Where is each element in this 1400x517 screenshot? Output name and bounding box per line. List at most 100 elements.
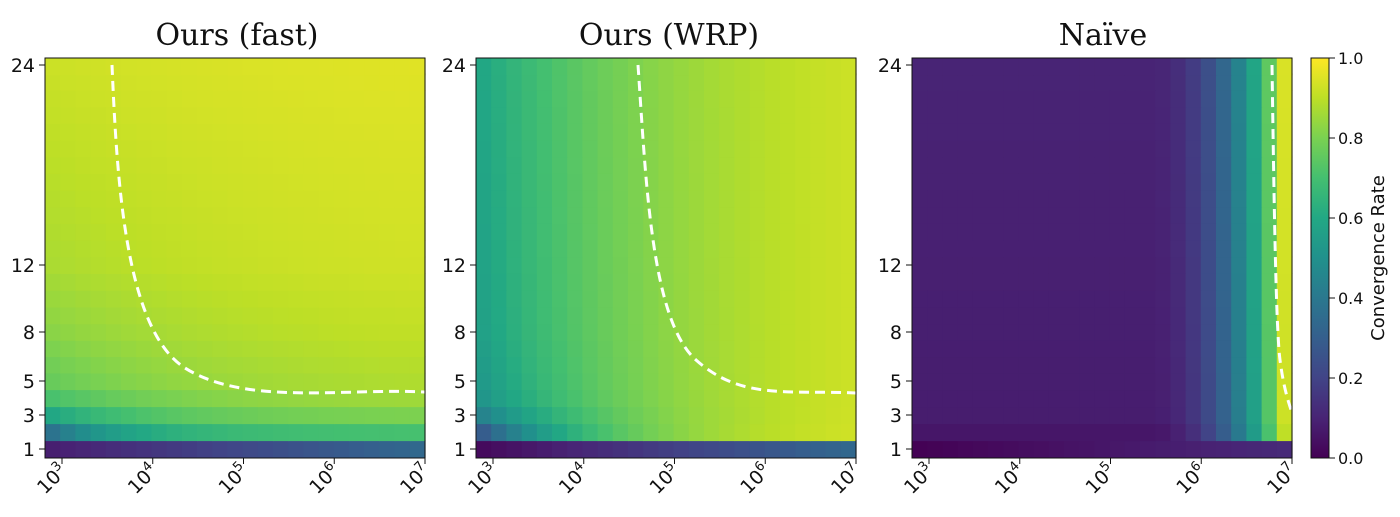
x-tick-label: 106: [735, 459, 775, 499]
heatmap-cell: [273, 340, 289, 358]
heatmap-cell: [597, 423, 614, 442]
heatmap-cell: [1064, 90, 1080, 108]
heatmap-cell: [364, 140, 380, 158]
heatmap-cell: [673, 306, 690, 325]
heatmap-cell: [764, 356, 781, 374]
heatmap-cell: [825, 173, 842, 191]
heatmap-cell: [957, 58, 974, 76]
heatmap-cell: [1048, 58, 1065, 76]
heatmap-cell: [318, 256, 335, 274]
heatmap-cell: [1200, 256, 1217, 274]
heatmap-cell: [303, 223, 320, 241]
heatmap-cell: [242, 240, 259, 258]
heatmap-cell: [364, 240, 380, 258]
heatmap-cell: [521, 356, 538, 374]
heatmap-cell: [521, 240, 538, 258]
heatmap-cell: [105, 206, 122, 224]
heatmap-cell: [333, 406, 350, 425]
heatmap-cell: [212, 223, 228, 241]
heatmap-cell: [688, 423, 705, 442]
heatmap-cell: [333, 90, 350, 108]
heatmap-cell: [90, 323, 107, 341]
heatmap-cell: [912, 406, 928, 425]
heatmap-cell: [582, 440, 599, 459]
heatmap-cell: [521, 406, 538, 425]
heatmap-cell: [1155, 423, 1171, 442]
heatmap-cell: [105, 123, 122, 141]
heatmap-cell: [734, 156, 751, 174]
heatmap-cell: [780, 340, 796, 358]
heatmap-cell: [318, 156, 335, 174]
heatmap-cell: [612, 440, 629, 459]
heatmap-cell: [942, 223, 959, 241]
heatmap-cell: [394, 240, 411, 258]
heatmap-cell: [1003, 306, 1019, 325]
heatmap-cell: [197, 256, 213, 274]
heatmap-cell: [582, 256, 599, 274]
heatmap-cell: [597, 223, 614, 241]
heatmap-cell: [257, 273, 274, 291]
heatmap-cell: [643, 190, 659, 208]
heatmap-cell: [273, 423, 289, 442]
heatmap-cell: [972, 173, 989, 191]
heatmap-cell: [912, 372, 928, 391]
heatmap-cell: [825, 106, 842, 124]
heatmap-cell: [45, 423, 61, 442]
heatmap-cell: [1246, 58, 1263, 76]
heatmap-cell: [1185, 106, 1202, 124]
heatmap-cell: [1018, 389, 1035, 408]
heatmap-cell: [257, 156, 274, 174]
heatmap-cell: [734, 323, 751, 341]
heatmap-cell: [1170, 340, 1187, 358]
heatmap-cell: [394, 389, 411, 408]
heatmap-cell: [612, 256, 629, 274]
heatmap-cell: [597, 106, 614, 124]
heatmap-cell: [409, 372, 426, 391]
heatmap-cell: [45, 323, 61, 341]
heatmap-cell: [1124, 323, 1141, 341]
heatmap-cell: [45, 256, 61, 274]
heatmap-cell: [1185, 340, 1202, 358]
heatmap-cell: [364, 190, 380, 208]
heatmap-cell: [942, 356, 959, 374]
heatmap-cell: [60, 173, 76, 191]
heatmap-cell: [567, 73, 583, 91]
heatmap-cell: [942, 440, 959, 459]
heatmap-cell: [227, 156, 244, 174]
heatmap-cell: [333, 423, 350, 442]
heatmap-cell: [912, 306, 928, 325]
heatmap-cell: [1018, 440, 1035, 459]
heatmap-cell: [409, 423, 426, 442]
heatmap-cell: [972, 256, 989, 274]
heatmap-cell: [136, 123, 152, 141]
heatmap-cell: [476, 356, 492, 374]
heatmap-cell: [1109, 372, 1126, 391]
heatmap-cell: [780, 73, 796, 91]
heatmap-cell: [409, 190, 426, 208]
heatmap-cell: [704, 73, 720, 91]
heatmap-cell: [612, 423, 629, 442]
heatmap-cell: [972, 240, 989, 258]
heatmap-cell: [333, 156, 350, 174]
heatmap-cell: [552, 240, 568, 258]
heatmap-cell: [764, 372, 781, 391]
heatmap-cell: [1140, 73, 1156, 91]
heatmap-cell: [242, 223, 259, 241]
heatmap-cell: [1033, 190, 1050, 208]
heatmap-cell: [212, 256, 228, 274]
heatmap-cell: [257, 389, 274, 408]
colorbar: 0.00.20.40.60.81.0 Convergence Rate: [1310, 49, 1389, 468]
heatmap-cell: [1094, 389, 1111, 408]
heatmap-cell: [75, 90, 92, 108]
heatmap-cell: [1231, 123, 1247, 141]
heatmap-cell: [379, 340, 396, 358]
heatmap-cell: [349, 440, 365, 459]
heatmap-cell: [257, 90, 274, 108]
heatmap-cell: [643, 372, 659, 391]
heatmap-cell: [273, 206, 289, 224]
heatmap-cell: [988, 290, 1004, 308]
heatmap-cell: [567, 156, 583, 174]
heatmap-cell: [612, 73, 629, 91]
heatmap-cell: [242, 406, 259, 425]
